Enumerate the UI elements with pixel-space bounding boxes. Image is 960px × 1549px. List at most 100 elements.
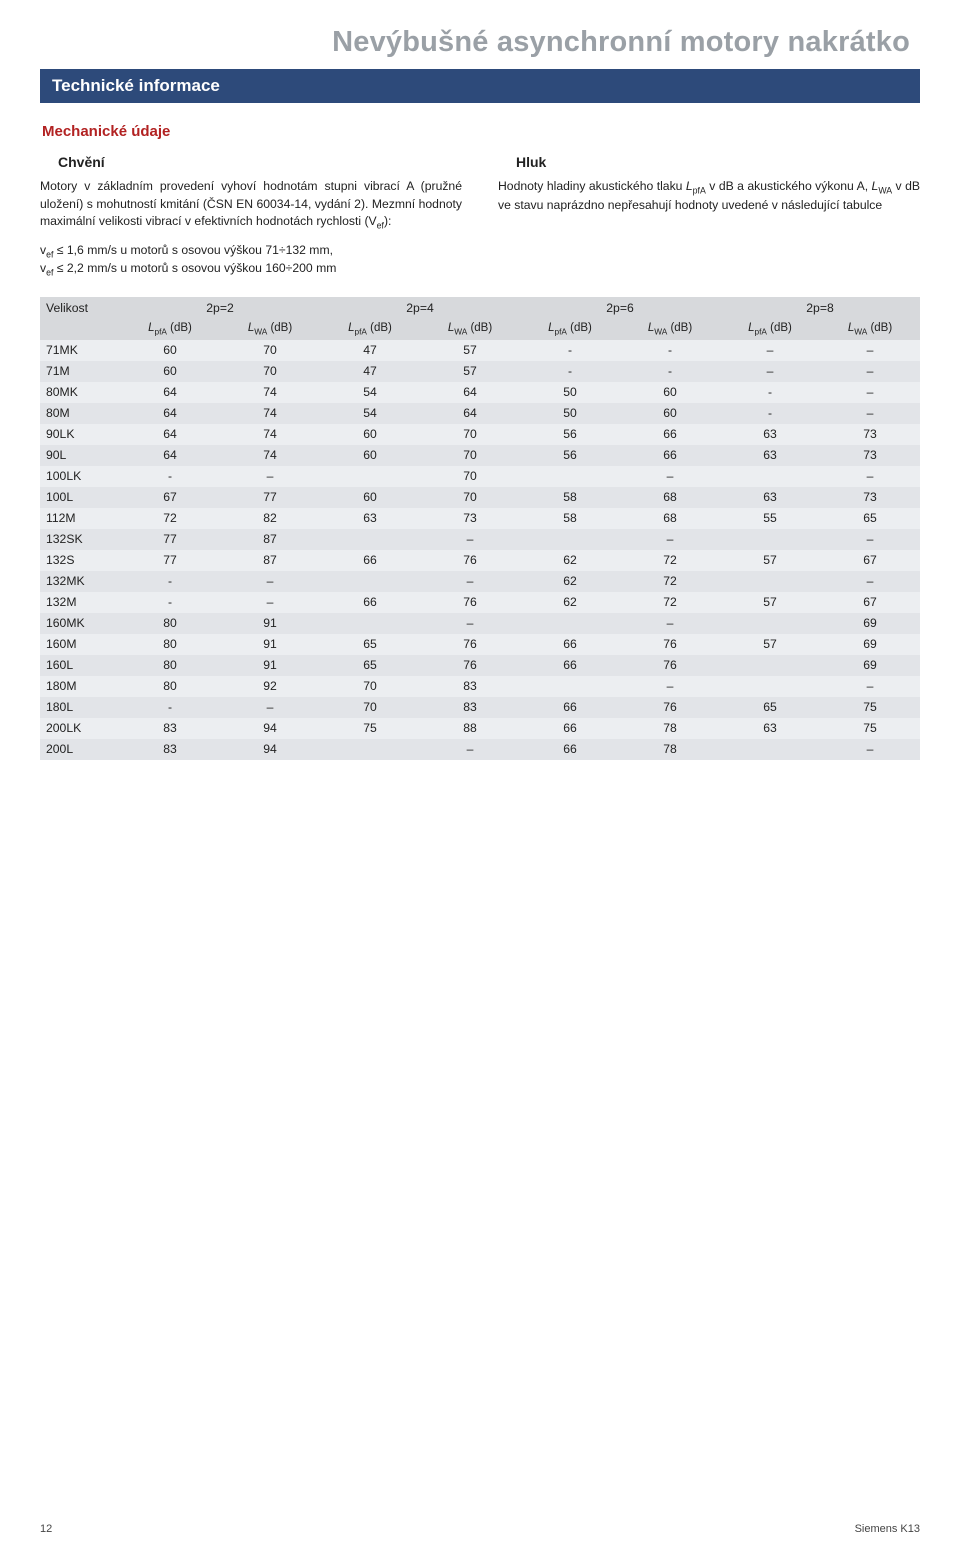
cell-value: 63 bbox=[720, 487, 820, 508]
cell-value: – bbox=[820, 361, 920, 382]
cell-value: 76 bbox=[420, 634, 520, 655]
cell-value: 47 bbox=[320, 340, 420, 361]
cell-value: – bbox=[220, 466, 320, 487]
page-title: Nevýbušné asynchronní motory nakrátko bbox=[40, 26, 910, 59]
table-row: 160L80916576667669 bbox=[40, 655, 920, 676]
unit: (dB) bbox=[367, 322, 392, 334]
cell-size: 100LK bbox=[40, 466, 120, 487]
hdr-2p4: 2p=4 bbox=[320, 297, 520, 318]
left-para-text: Motory v základním provedení vyhoví hodn… bbox=[40, 179, 462, 228]
cell-value: 57 bbox=[720, 550, 820, 571]
cell-value bbox=[320, 613, 420, 634]
sub: WA bbox=[454, 327, 467, 336]
mechanical-title: Mechanické údaje bbox=[42, 123, 920, 140]
cell-value: 72 bbox=[120, 508, 220, 529]
cell-value: 57 bbox=[420, 340, 520, 361]
cell-value: – bbox=[820, 403, 920, 424]
cell-value: 50 bbox=[520, 382, 620, 403]
cell-value: 66 bbox=[320, 592, 420, 613]
cell-value bbox=[520, 613, 620, 634]
cell-value: 68 bbox=[620, 508, 720, 529]
cell-value: 70 bbox=[420, 424, 520, 445]
cell-value: 76 bbox=[620, 634, 720, 655]
cell-value: 63 bbox=[720, 445, 820, 466]
cell-value: 57 bbox=[420, 361, 520, 382]
cell-value: – bbox=[820, 739, 920, 760]
cell-value: 74 bbox=[220, 424, 320, 445]
table-row: 100LK-–70–– bbox=[40, 466, 920, 487]
sub-WA: WA bbox=[878, 185, 892, 195]
cell-value: 88 bbox=[420, 718, 520, 739]
cell-value: 74 bbox=[220, 382, 320, 403]
cell-value: - bbox=[120, 571, 220, 592]
table-row: 160M8091657666765769 bbox=[40, 634, 920, 655]
cell-value: 70 bbox=[220, 340, 320, 361]
table-row: 132M-–667662725767 bbox=[40, 592, 920, 613]
footer: 12 Siemens K13 bbox=[40, 1523, 920, 1535]
cell-value: 72 bbox=[620, 592, 720, 613]
cell-value: 67 bbox=[820, 592, 920, 613]
sub-title-chveni: Chvění bbox=[58, 154, 444, 170]
cell-value: 70 bbox=[320, 697, 420, 718]
cell-value: 83 bbox=[420, 697, 520, 718]
cell-value: 67 bbox=[820, 550, 920, 571]
cell-value: 60 bbox=[320, 445, 420, 466]
cell-value: 64 bbox=[120, 445, 220, 466]
sub: pfA bbox=[355, 327, 367, 336]
table-row: 132MK-––6272– bbox=[40, 571, 920, 592]
cell-value bbox=[720, 613, 820, 634]
cell-value bbox=[320, 466, 420, 487]
cell-value: – bbox=[820, 529, 920, 550]
cell-value: - bbox=[720, 382, 820, 403]
unit: (dB) bbox=[767, 322, 792, 334]
right-para-b: v dB a akustického výkonu A, bbox=[706, 179, 872, 193]
noise-table: Velikost 2p=2 2p=4 2p=6 2p=8 LpfA (dB) L… bbox=[40, 297, 920, 759]
cell-size: 160M bbox=[40, 634, 120, 655]
cell-value: - bbox=[120, 466, 220, 487]
cell-size: 71M bbox=[40, 361, 120, 382]
cell-value: – bbox=[420, 613, 520, 634]
table-row: 80MK647454645060-– bbox=[40, 382, 920, 403]
hdr-2p6: 2p=6 bbox=[520, 297, 720, 318]
cell-value: 62 bbox=[520, 571, 620, 592]
cell-value: - bbox=[720, 403, 820, 424]
cell-size: 200LK bbox=[40, 718, 120, 739]
cell-value: 77 bbox=[120, 550, 220, 571]
section-bar: Technické informace bbox=[40, 69, 920, 103]
sub: WA bbox=[654, 327, 667, 336]
sub-pfA: pfA bbox=[693, 185, 706, 195]
cell-value: 66 bbox=[520, 634, 620, 655]
cell-value: 70 bbox=[420, 487, 520, 508]
cell-value: 70 bbox=[320, 676, 420, 697]
cell-value: 54 bbox=[320, 403, 420, 424]
cell-value: 94 bbox=[220, 739, 320, 760]
table-row: 90LK6474607056666373 bbox=[40, 424, 920, 445]
cell-value bbox=[520, 529, 620, 550]
table-row: 132S7787667662725767 bbox=[40, 550, 920, 571]
cell-value bbox=[320, 739, 420, 760]
cell-value: 60 bbox=[320, 487, 420, 508]
hdr-lwa: LWA (dB) bbox=[220, 318, 320, 339]
cell-value: 83 bbox=[120, 718, 220, 739]
cell-value: 62 bbox=[520, 592, 620, 613]
cell-value: 91 bbox=[220, 634, 320, 655]
cell-value: 66 bbox=[320, 550, 420, 571]
sub: pfA bbox=[555, 327, 567, 336]
cell-value: 72 bbox=[620, 550, 720, 571]
cell-value: 60 bbox=[320, 424, 420, 445]
cell-value: – bbox=[720, 340, 820, 361]
formula-block: vef ≤ 1,6 mm/s u motorů s osovou výškou … bbox=[40, 243, 462, 278]
table-row: 100L6777607058686373 bbox=[40, 487, 920, 508]
cell-value: 73 bbox=[820, 445, 920, 466]
table-row: 71MK60704757--–– bbox=[40, 340, 920, 361]
cell-value: 58 bbox=[520, 508, 620, 529]
cell-value: 60 bbox=[120, 361, 220, 382]
cell-value: 47 bbox=[320, 361, 420, 382]
cell-value: - bbox=[620, 340, 720, 361]
cell-value: – bbox=[420, 739, 520, 760]
cell-value bbox=[720, 571, 820, 592]
cell-value: – bbox=[720, 361, 820, 382]
cell-value: 60 bbox=[120, 340, 220, 361]
cell-value: 75 bbox=[320, 718, 420, 739]
table-row: 71M60704757--–– bbox=[40, 361, 920, 382]
